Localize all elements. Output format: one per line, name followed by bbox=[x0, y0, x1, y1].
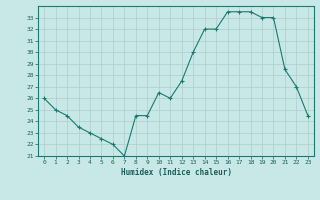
X-axis label: Humidex (Indice chaleur): Humidex (Indice chaleur) bbox=[121, 168, 231, 177]
